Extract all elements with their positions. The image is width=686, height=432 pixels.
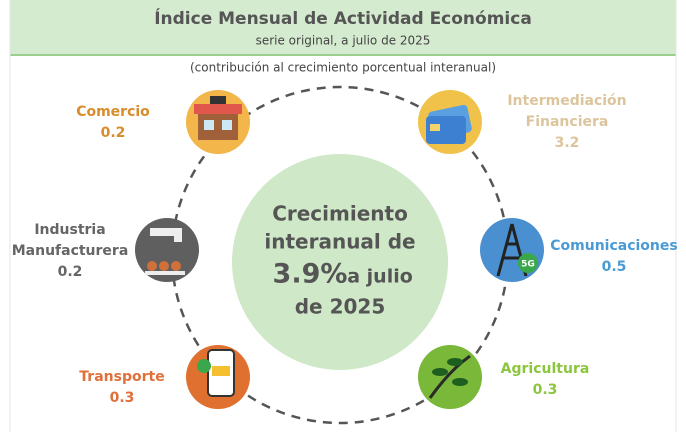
center-line: interanual de bbox=[264, 230, 415, 254]
icon-agricultura bbox=[418, 345, 482, 409]
center-highlight: 3.9% bbox=[273, 259, 348, 290]
note: (contribución al crecimiento porcentual … bbox=[190, 61, 496, 75]
sector-name: Intermediación bbox=[507, 93, 626, 109]
sector-name: Comercio bbox=[76, 104, 150, 120]
sector-value: 0.5 bbox=[602, 259, 627, 275]
sector-name: Industria bbox=[34, 222, 105, 238]
sector-name: Agricultura bbox=[501, 361, 590, 377]
svg-text:5G: 5G bbox=[521, 260, 535, 270]
sector-value: 0.3 bbox=[533, 382, 558, 398]
center-line: de 2025 bbox=[295, 295, 386, 319]
sector-name: Comunicaciones bbox=[550, 238, 677, 254]
icon-finanzas bbox=[418, 90, 482, 154]
sector-value: 0.3 bbox=[110, 390, 135, 406]
subtitle: serie original, a julio de 2025 bbox=[256, 34, 431, 48]
icon-industria bbox=[135, 218, 199, 282]
center-line: Crecimiento bbox=[272, 202, 408, 226]
sector-name: Manufacturera bbox=[12, 243, 129, 259]
icon-comunicaciones: 5G bbox=[480, 218, 544, 282]
title: Índice Mensual de Actividad Económica bbox=[154, 7, 532, 29]
icon-transporte bbox=[186, 345, 250, 409]
sector-name: Transporte bbox=[79, 369, 164, 385]
icon-comercio bbox=[186, 90, 250, 154]
sector-value: 0.2 bbox=[101, 125, 126, 141]
infographic: Índice Mensual de Actividad Económica se… bbox=[0, 0, 686, 432]
sector-name: Financiera bbox=[526, 114, 609, 130]
center-line: a julio bbox=[347, 266, 413, 288]
sector-value: 0.2 bbox=[58, 264, 83, 280]
sector-value: 3.2 bbox=[555, 135, 580, 151]
